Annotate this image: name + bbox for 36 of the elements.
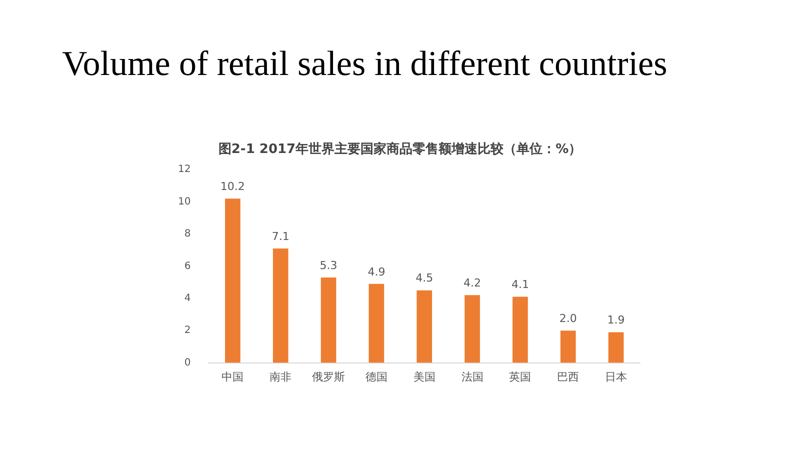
bar [272, 248, 288, 363]
data-label: 4.5 [416, 272, 434, 285]
x-tick-label: 英国 [509, 370, 532, 384]
x-tick-label: 南非 [270, 370, 292, 384]
x-tick-label: 美国 [413, 370, 436, 384]
y-tick-label: 4 [184, 292, 191, 304]
data-label: 5.3 [320, 258, 338, 272]
x-tick-label: 德国 [365, 370, 388, 384]
data-label: 2.0 [559, 312, 577, 325]
y-tick-label: 6 [184, 260, 191, 272]
y-tick-label: 8 [184, 228, 191, 240]
y-tick-label: 2 [184, 325, 191, 336]
chart-title: Volume of retail sales in different countries [62, 44, 668, 84]
data-label: 4.9 [368, 265, 386, 278]
x-tick-label: 日本 [605, 370, 628, 384]
data-label: 4.1 [511, 278, 529, 292]
y-tick-label: 10 [178, 196, 191, 208]
x-tick-label: 俄罗斯 [312, 370, 346, 384]
bar [608, 332, 624, 363]
y-tick-label: 0 [184, 357, 191, 368]
x-tick-label: 巴西 [557, 370, 580, 384]
bar [512, 296, 528, 363]
data-label: 1.9 [607, 314, 625, 327]
bar [464, 295, 480, 363]
data-label: 10.2 [220, 180, 245, 193]
bar [320, 277, 336, 363]
bar [368, 284, 384, 363]
data-label: 4.2 [464, 276, 482, 290]
bar [560, 330, 576, 363]
x-tick-label: 法国 [461, 370, 484, 384]
bar [416, 290, 432, 363]
data-label: 7.1 [272, 230, 290, 243]
x-tick-label: 中国 [222, 370, 244, 384]
chart-subtitle: 图2-1 2017年世界主要国家商品零售额增速比较（单位：%） [218, 141, 582, 158]
bar [225, 198, 240, 363]
y-tick-label: 12 [178, 164, 191, 176]
